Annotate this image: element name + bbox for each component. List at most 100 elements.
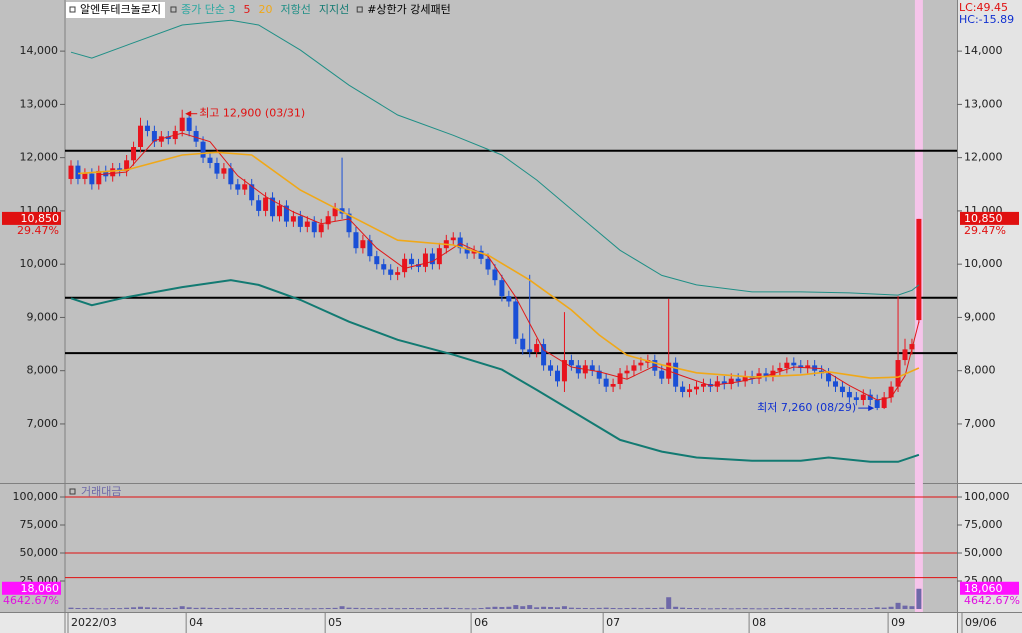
x-tick-label: 04 bbox=[189, 616, 203, 629]
arrow-head bbox=[868, 405, 875, 412]
volume-bar bbox=[659, 607, 665, 609]
volume-bar bbox=[124, 607, 130, 609]
volume-bar bbox=[283, 607, 289, 609]
candle-body bbox=[471, 250, 477, 254]
legend-icon bbox=[356, 6, 363, 13]
volume-bar bbox=[256, 607, 262, 609]
candle-body bbox=[596, 370, 602, 379]
plot-layer bbox=[68, 19, 922, 610]
candle-body bbox=[270, 197, 276, 217]
candle-body bbox=[318, 224, 324, 233]
volume-bar bbox=[742, 608, 748, 610]
y-tick-label: 7,000 bbox=[27, 417, 59, 430]
y-tick-label: 14,000 bbox=[20, 44, 59, 57]
candle-body bbox=[735, 378, 741, 382]
candle-body bbox=[388, 269, 394, 275]
candle-body bbox=[805, 365, 811, 369]
volume-bar bbox=[520, 606, 526, 609]
candle-body bbox=[478, 250, 484, 259]
volume-bar bbox=[513, 605, 519, 609]
volume-tick-label-right: 50,000 bbox=[964, 546, 1003, 559]
volume-bar bbox=[541, 606, 547, 609]
y-tick-label-right: 12,000 bbox=[964, 151, 1003, 164]
candle-body bbox=[888, 386, 894, 398]
volume-bar bbox=[221, 608, 227, 610]
volume-bar bbox=[179, 606, 185, 609]
volume-bar bbox=[151, 607, 157, 609]
volume-bar bbox=[353, 607, 359, 609]
candle-body bbox=[277, 205, 282, 217]
candle-body bbox=[680, 386, 686, 392]
price-label: 10,850 bbox=[21, 212, 60, 225]
volume-bar bbox=[207, 607, 213, 609]
candle-body bbox=[833, 381, 838, 387]
volume-bar bbox=[839, 607, 845, 609]
volume-bar bbox=[242, 608, 248, 610]
candle-body bbox=[179, 117, 185, 132]
chart-title: 알엔투테크놀로지 bbox=[80, 2, 161, 16]
annotation-high: 최고 12,900 (03/31) bbox=[199, 107, 305, 120]
candle-body bbox=[124, 160, 130, 171]
volume-bar bbox=[388, 607, 394, 609]
legend-entry: 지지선 bbox=[319, 3, 349, 16]
y-tick-label: 10,000 bbox=[20, 257, 59, 270]
volume-bar bbox=[402, 608, 408, 610]
volume-bar bbox=[784, 607, 790, 609]
volume-bar bbox=[263, 608, 269, 610]
candle-body bbox=[874, 399, 880, 408]
candle-body bbox=[193, 131, 199, 142]
candle-body bbox=[867, 394, 873, 400]
volume-bar bbox=[75, 607, 81, 609]
volume-bar bbox=[96, 608, 102, 610]
candle-body bbox=[916, 218, 922, 321]
volume-bar bbox=[624, 607, 630, 609]
candle-body bbox=[714, 381, 720, 387]
candle-body bbox=[221, 168, 227, 174]
volume-bar bbox=[117, 608, 123, 610]
candle-body bbox=[652, 360, 658, 371]
candle-body bbox=[200, 141, 206, 158]
legend-title-box bbox=[66, 2, 165, 18]
volume-tick-label: 75,000 bbox=[20, 518, 59, 531]
candle-body bbox=[610, 384, 616, 387]
volume-bar bbox=[895, 602, 901, 609]
volume-bar bbox=[311, 608, 317, 610]
candle-body bbox=[575, 365, 581, 374]
volume-bar bbox=[235, 607, 241, 609]
y-tick-label: 13,000 bbox=[20, 97, 59, 110]
volume-bar bbox=[325, 607, 331, 609]
volume-bar bbox=[860, 608, 866, 610]
volume-tick-label: 100,000 bbox=[13, 490, 59, 503]
legend-icon bbox=[170, 6, 177, 13]
candle-body bbox=[450, 237, 456, 241]
arrow-head bbox=[185, 110, 192, 117]
candle-body bbox=[895, 360, 901, 387]
candle-body bbox=[110, 168, 116, 177]
volume-bar bbox=[888, 606, 894, 609]
candle-body bbox=[784, 362, 790, 369]
x-tick-label: 2022/03 bbox=[71, 616, 117, 629]
volume-bar bbox=[429, 608, 435, 610]
candle-body bbox=[75, 165, 81, 179]
candle-body bbox=[360, 240, 366, 249]
volume-bar bbox=[548, 606, 554, 609]
volume-bar bbox=[534, 607, 540, 609]
volume-bar bbox=[89, 607, 95, 609]
x-tick-label: 09 bbox=[891, 616, 905, 629]
candle-body bbox=[228, 168, 234, 185]
candle-body bbox=[763, 373, 769, 377]
volume-bar bbox=[457, 608, 463, 610]
date-axis-bg bbox=[0, 613, 958, 633]
x-tick-label: 05 bbox=[328, 616, 342, 629]
price-label-box bbox=[2, 211, 61, 225]
y-tick-label-right: 8,000 bbox=[964, 364, 996, 377]
candle-body bbox=[687, 389, 693, 392]
volume-bar bbox=[638, 608, 644, 610]
indicator-value: LC:49.45 bbox=[959, 1, 1008, 14]
volume-bar bbox=[673, 606, 679, 609]
candle-body bbox=[909, 344, 915, 350]
candle-body bbox=[297, 216, 303, 227]
volume-bar bbox=[833, 607, 838, 609]
volume-bar bbox=[131, 607, 137, 609]
